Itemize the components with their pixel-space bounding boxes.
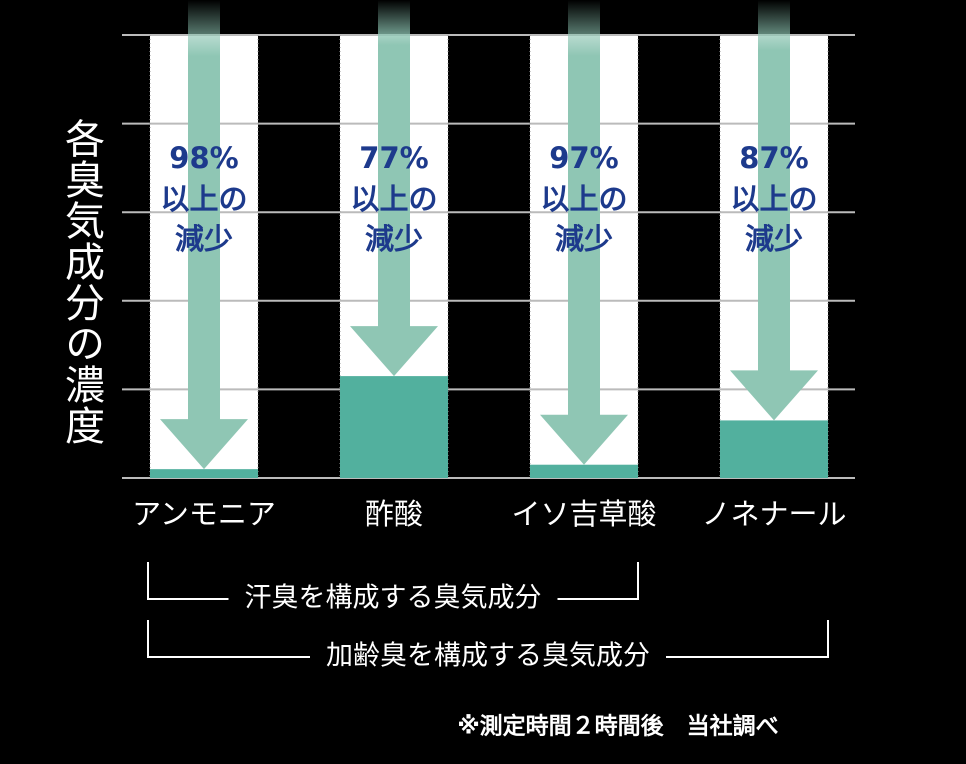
x-tick-label: 酢酸 [365,497,423,531]
y-axis-label: 各臭気成分の濃度 [58,118,104,446]
remaining-bar [340,376,448,478]
reduction-label: 以上の [350,182,437,216]
value-label: 97% [549,141,618,175]
group-label: 加齢臭を構成する臭気成分 [326,641,650,672]
reduction-label: 減少 [175,222,233,256]
value-label: 98% [169,141,238,175]
footnote: ※測定時間２時間後 当社調べ [457,713,778,740]
reduction-label: 以上の [160,182,247,216]
reduction-label: 減少 [365,222,423,256]
reduction-label: 以上の [730,182,817,216]
reduction-arrow [540,0,628,465]
reduction-arrow [730,0,818,421]
reduction-label: 以上の [540,182,627,216]
reduction-label: 減少 [555,222,613,256]
value-label: 77% [359,141,428,175]
reduction-label: 減少 [745,222,803,256]
group-label: 汗臭を構成する臭気成分 [245,583,542,614]
x-tick-label: アンモニア [132,497,276,531]
remaining-bar [720,420,828,478]
group-bracket [147,620,829,658]
remaining-bar [150,469,258,478]
x-tick-label: ノネナール [701,497,846,531]
value-label: 87% [739,141,808,175]
x-tick-label: イソ吉草酸 [511,497,656,531]
group-bracket [147,562,639,600]
reduction-arrow [160,0,248,470]
remaining-bar [530,464,638,478]
reduction-arrow [350,0,438,377]
